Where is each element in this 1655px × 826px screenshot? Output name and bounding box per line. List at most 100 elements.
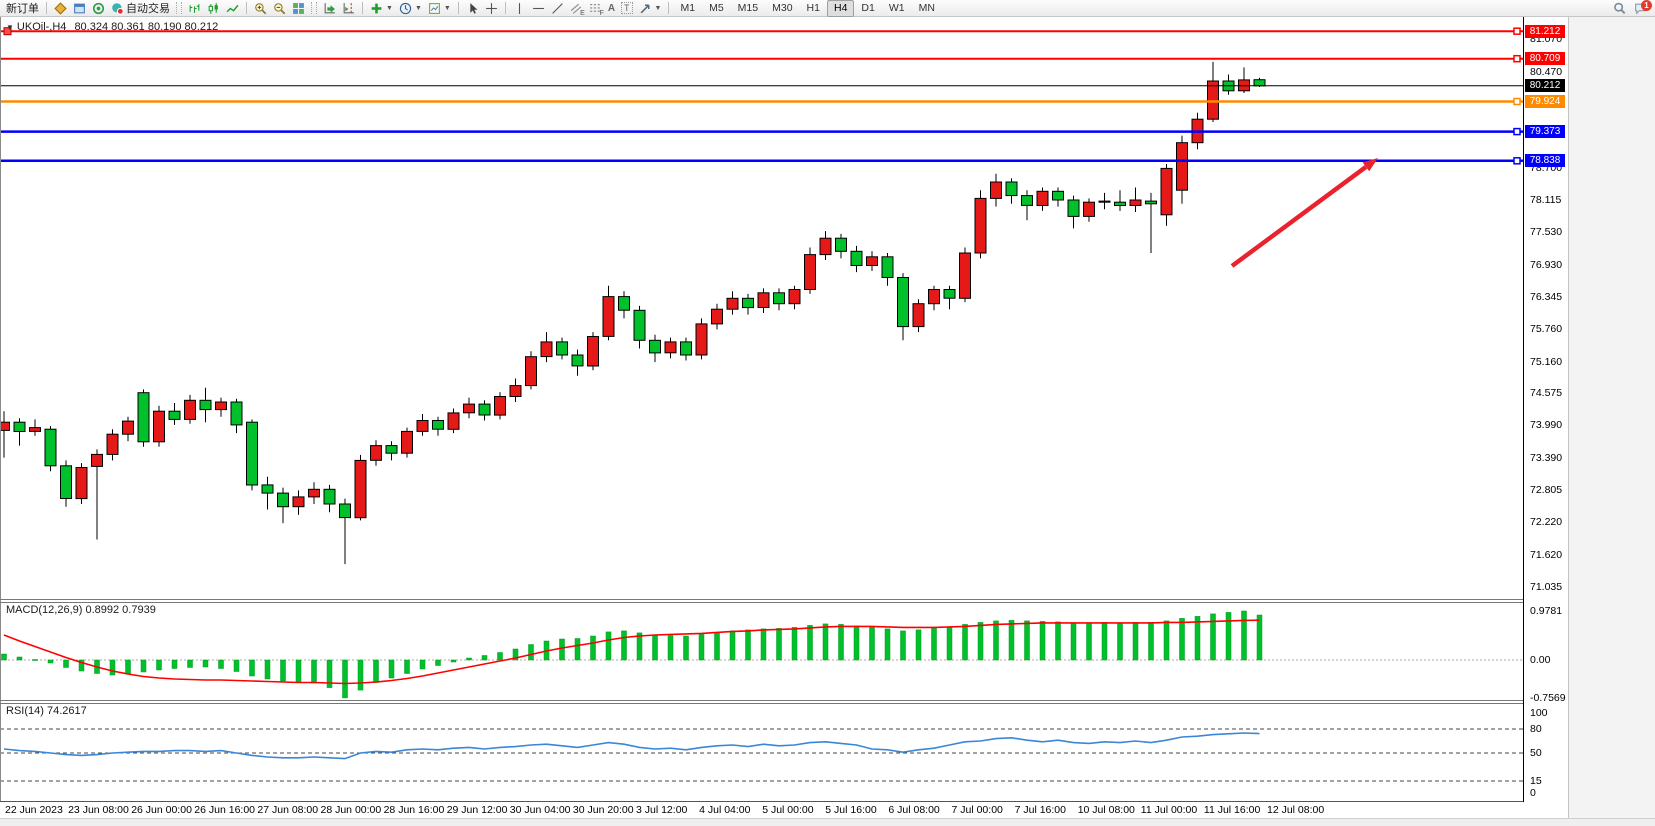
candle-body bbox=[773, 292, 785, 305]
label-tool-icon: T bbox=[621, 2, 633, 14]
cursor-tool-button[interactable] bbox=[463, 0, 482, 16]
horizontal-line-icon bbox=[532, 2, 545, 15]
channel-tool-button[interactable]: E bbox=[567, 0, 586, 17]
line-handle[interactable] bbox=[1513, 127, 1521, 136]
macd-histogram-bar bbox=[171, 659, 178, 669]
bar-chart-icon bbox=[188, 2, 201, 15]
zoom-in-button[interactable] bbox=[251, 0, 270, 16]
caret-down-icon: ▼ bbox=[654, 4, 662, 12]
line-handle[interactable] bbox=[1513, 97, 1521, 106]
line-handle[interactable] bbox=[1513, 54, 1521, 63]
candle-body bbox=[1005, 181, 1018, 197]
timeframe-group: M1 M5 M15 M30 H1 H4 D1 W1 MN bbox=[673, 0, 941, 17]
candle-body bbox=[137, 392, 150, 443]
data-window-button[interactable] bbox=[70, 0, 89, 16]
macd-histogram-bar bbox=[1008, 620, 1015, 661]
macd-histogram-bar bbox=[791, 627, 798, 661]
timeframe-m30-button[interactable]: M30 bbox=[772, 1, 793, 14]
timeframe-mn-button[interactable]: MN bbox=[918, 1, 935, 14]
periods-button[interactable]: ▼ bbox=[396, 0, 425, 16]
line-handle[interactable] bbox=[1513, 157, 1521, 165]
candle-body bbox=[757, 292, 770, 308]
fibonacci-tool-button[interactable]: F bbox=[586, 0, 605, 17]
time-axis[interactable]: 22 Jun 2023 23 Jun 08:00 26 Jun 00:00 26 Ju… bbox=[0, 802, 1524, 818]
timeframe-d1-button[interactable]: D1 bbox=[861, 1, 875, 14]
one-click-trading-arrow[interactable]: ▼ bbox=[6, 23, 14, 32]
candle-body bbox=[184, 399, 196, 420]
bar-chart-button[interactable] bbox=[185, 0, 204, 16]
macd-histogram-bar bbox=[419, 659, 426, 670]
autotrade-button[interactable]: 自动交易 bbox=[108, 0, 173, 16]
new-order-label: 新订单 bbox=[6, 3, 39, 15]
label-tool-button[interactable]: T bbox=[618, 0, 636, 16]
macd-histogram-bar bbox=[295, 659, 302, 683]
annotation-arrow[interactable] bbox=[1230, 165, 1368, 268]
timeframe-h1-button[interactable]: H1 bbox=[806, 1, 820, 14]
time-tick-label: 28 Jun 00:00 bbox=[320, 804, 382, 816]
macd-histogram-bar bbox=[1225, 612, 1232, 661]
templates-button[interactable]: ▼ bbox=[425, 0, 454, 16]
window-bottom-strip bbox=[0, 818, 1655, 826]
candle-body bbox=[1052, 190, 1064, 201]
timeframe-w1-button[interactable]: W1 bbox=[888, 1, 905, 14]
line-handle[interactable] bbox=[3, 27, 12, 36]
candlestick-chart-button[interactable] bbox=[204, 0, 223, 16]
macd-histogram-bar bbox=[946, 626, 953, 661]
annotation-arrow-head[interactable] bbox=[1362, 158, 1378, 172]
trendline-tool-button[interactable] bbox=[548, 0, 567, 16]
macd-histogram-bar bbox=[1163, 620, 1170, 661]
macd-histogram-bar bbox=[466, 657, 472, 661]
new-order-button[interactable]: 新订单 bbox=[3, 0, 42, 16]
macd-histogram-bar bbox=[1256, 614, 1263, 661]
candle-body bbox=[835, 237, 847, 252]
price-tick-label: 71.620 bbox=[1530, 548, 1563, 561]
toolbar-separator bbox=[46, 2, 47, 14]
macd-histogram-bar bbox=[822, 623, 829, 661]
crosshair-tool-button[interactable] bbox=[482, 0, 501, 16]
line-handle[interactable] bbox=[1513, 27, 1521, 35]
candle-body bbox=[339, 503, 351, 519]
macd-histogram-bar bbox=[900, 630, 906, 661]
timeframe-m15-button[interactable]: M15 bbox=[737, 1, 759, 14]
fibonacci-icon: F bbox=[589, 2, 604, 17]
candle-body bbox=[804, 254, 816, 291]
auto-scroll-button[interactable] bbox=[320, 0, 339, 16]
macd-histogram-bar bbox=[776, 628, 782, 661]
candle-body bbox=[1083, 201, 1095, 217]
shapes-tool-button[interactable]: ▼ bbox=[636, 0, 665, 16]
timeframe-m5-button[interactable]: M5 bbox=[709, 1, 724, 14]
chart-plot[interactable] bbox=[0, 17, 1532, 818]
add-indicator-button[interactable]: ▼ bbox=[367, 0, 396, 16]
equidistant-channel-icon: E bbox=[570, 2, 585, 17]
candle-body bbox=[199, 399, 212, 411]
price-line-badge: 78.838 bbox=[1525, 154, 1565, 168]
candle-body bbox=[928, 289, 940, 305]
candle-body bbox=[1145, 200, 1157, 205]
macd-histogram-bar bbox=[311, 659, 317, 684]
macd-histogram-bar bbox=[574, 638, 581, 661]
fibonacci-letter: F bbox=[599, 9, 604, 17]
macd-histogram-bar bbox=[714, 632, 720, 661]
price-axis[interactable]: 81.070 80.470 78.700 78.115 77.530 76.930 76.3… bbox=[1524, 17, 1568, 818]
zoom-out-button[interactable] bbox=[270, 0, 289, 16]
candle-body bbox=[153, 410, 165, 443]
macd-histogram-bar bbox=[745, 629, 751, 661]
timeframe-h4-button[interactable]: H4 bbox=[826, 0, 855, 17]
chat-icon[interactable]: 1 bbox=[1634, 0, 1652, 15]
market-watch-button[interactable] bbox=[51, 0, 70, 16]
chart-shift-button[interactable] bbox=[339, 0, 358, 16]
macd-histogram-bar bbox=[125, 659, 131, 675]
search-icon[interactable] bbox=[1613, 2, 1626, 15]
tile-windows-button[interactable] bbox=[289, 0, 308, 16]
navigator-button[interactable] bbox=[89, 0, 108, 16]
autotrade-icon bbox=[111, 2, 124, 15]
timeframe-m1-button[interactable]: M1 bbox=[680, 1, 696, 14]
macd-histogram-bar bbox=[109, 659, 116, 676]
macd-histogram-bar bbox=[760, 628, 767, 661]
time-tick-label: 23 Jun 08:00 bbox=[68, 804, 129, 816]
time-tick-label: 11 Jul 16:00 bbox=[1203, 804, 1261, 816]
text-tool-button[interactable]: A bbox=[605, 0, 618, 16]
vertical-line-tool-button[interactable] bbox=[510, 0, 529, 16]
horizontal-line-tool-button[interactable] bbox=[529, 0, 548, 16]
line-chart-button[interactable] bbox=[223, 0, 242, 16]
